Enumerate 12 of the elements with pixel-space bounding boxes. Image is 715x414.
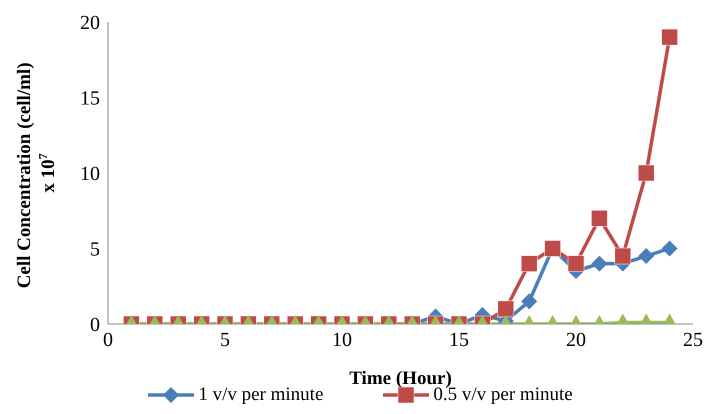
x-tick-label: 10 bbox=[332, 329, 352, 352]
x-tick-label: 15 bbox=[449, 329, 469, 352]
y-tick-label: 5 bbox=[90, 238, 100, 261]
x-axis-title: Time (Hour) bbox=[349, 368, 452, 389]
y-tick-label: 15 bbox=[80, 88, 100, 110]
y-tick-label: 0 bbox=[90, 314, 100, 336]
x-tick-label: 25 bbox=[683, 329, 703, 352]
y-tick-label: 20 bbox=[80, 12, 100, 34]
y-tick-label: 10 bbox=[80, 163, 100, 186]
x-tick-label: 5 bbox=[220, 329, 230, 352]
x-tick-label: 20 bbox=[566, 329, 586, 352]
legend-label: 1 v/v per minute bbox=[198, 384, 324, 406]
